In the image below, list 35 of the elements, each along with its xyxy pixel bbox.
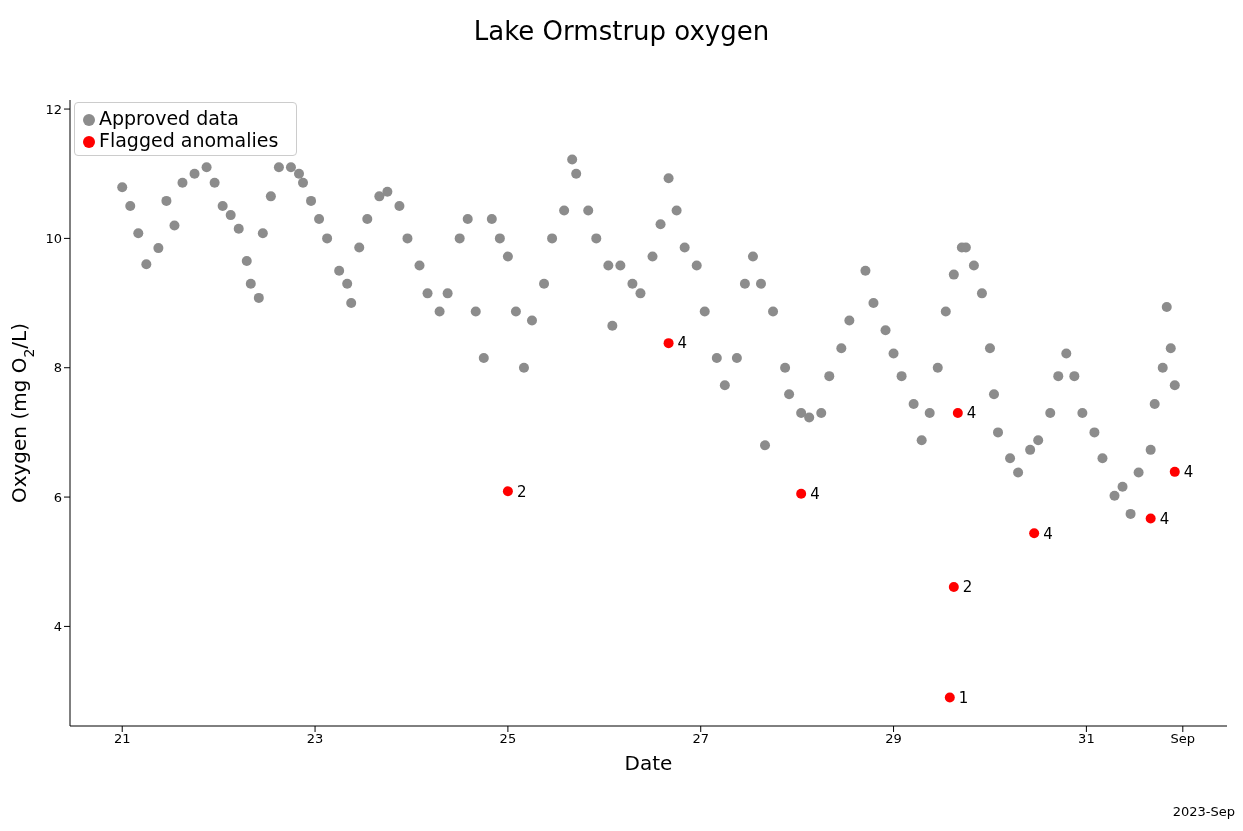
point	[1029, 528, 1040, 539]
point	[663, 338, 674, 349]
point	[502, 486, 513, 497]
x-axis-title: Date	[624, 751, 673, 775]
legend-label: Flagged anomalies	[99, 129, 279, 151]
annotation: 4	[1043, 524, 1053, 543]
annotation: 4	[966, 404, 977, 423]
x-tick-label: 25	[499, 731, 517, 747]
y-tick-label: 12	[45, 101, 62, 117]
point	[796, 488, 807, 499]
annotation: 2	[516, 482, 527, 501]
annotation: 4	[677, 334, 688, 353]
x-tick-label: 29	[885, 731, 902, 747]
x-tick-label: 27	[692, 731, 709, 747]
annotation: 1	[958, 688, 969, 707]
point	[1169, 466, 1180, 477]
annotation: 4	[1183, 463, 1194, 482]
x-tick-label: 23	[306, 731, 324, 747]
x-tick-label: Sep	[1170, 731, 1196, 747]
y-tick-label: 8	[53, 360, 62, 376]
text: 2023-Sep	[1172, 804, 1235, 819]
chart-title: Lake Ormstrup oxygen	[472, 15, 771, 48]
point	[944, 692, 955, 703]
y-tick-label: 10	[45, 231, 62, 247]
y-tick-label: 4	[53, 619, 62, 635]
annotation: 4	[810, 485, 820, 504]
annotation: 2	[962, 578, 973, 597]
legend-label: Approved data	[99, 107, 239, 129]
x-tick-label: 31	[1078, 731, 1095, 747]
annotation: 4	[1159, 509, 1170, 528]
point	[952, 408, 963, 418]
point	[948, 581, 959, 592]
x-tick-label: 21	[113, 731, 131, 747]
point	[1145, 513, 1156, 524]
y-tick-label: 6	[53, 489, 62, 505]
